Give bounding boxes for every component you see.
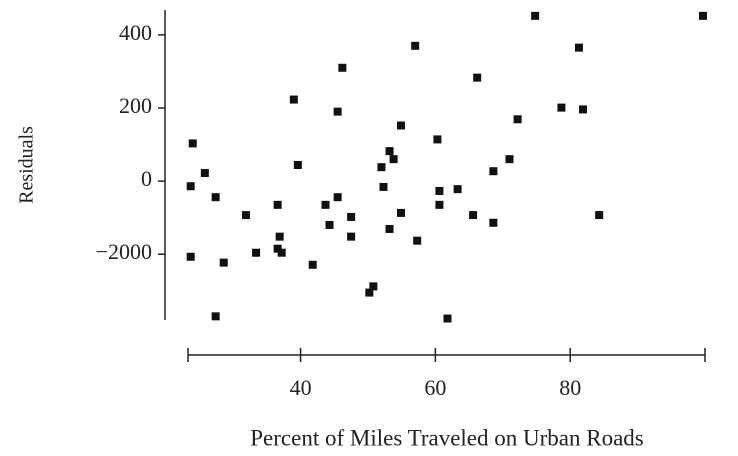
x-axis-label: Percent of Miles Traveled on Urban Roads [250,425,644,450]
point [531,11,540,20]
point [273,244,282,253]
point [469,211,478,220]
point [557,103,566,112]
point [377,163,386,172]
y-tick-label: 200 [119,93,152,118]
point [489,167,498,176]
y-tick-label: 0 [141,166,152,191]
point [273,200,282,209]
point [347,232,356,241]
point [389,155,398,164]
point [252,248,261,257]
point [369,282,378,291]
point [289,95,298,104]
y-axis-label: Residuals [16,126,38,204]
y-tick-label: −2000 [96,239,152,264]
point [435,200,444,209]
point [385,147,394,156]
point [211,312,220,321]
x-tick-label: 40 [290,375,312,400]
point [219,258,228,267]
point [489,218,498,227]
point [200,169,209,178]
point [325,220,334,229]
point [275,232,284,241]
point [595,211,604,220]
point [433,135,442,144]
point [411,41,420,50]
point [186,252,195,261]
y-tick-label: 400 [119,20,152,45]
point [186,182,195,191]
point [308,260,317,269]
point [188,139,197,148]
point [365,288,374,297]
point [443,314,452,323]
point [574,43,583,52]
point [293,161,302,169]
point [698,11,707,20]
point [241,211,250,220]
point [453,185,462,194]
x-tick-label: 60 [424,375,446,400]
point [513,115,522,124]
point [435,186,444,195]
point [473,73,482,82]
point [578,105,587,114]
point [338,63,347,72]
point [211,193,220,202]
point [333,193,342,202]
point [333,107,342,116]
point [505,155,514,164]
x-tick-label: 80 [559,375,581,400]
point [321,200,330,209]
point [385,224,394,233]
point [397,121,406,130]
point [413,236,422,245]
point [379,182,388,191]
point [277,248,286,257]
point [397,208,406,217]
point [347,212,356,221]
